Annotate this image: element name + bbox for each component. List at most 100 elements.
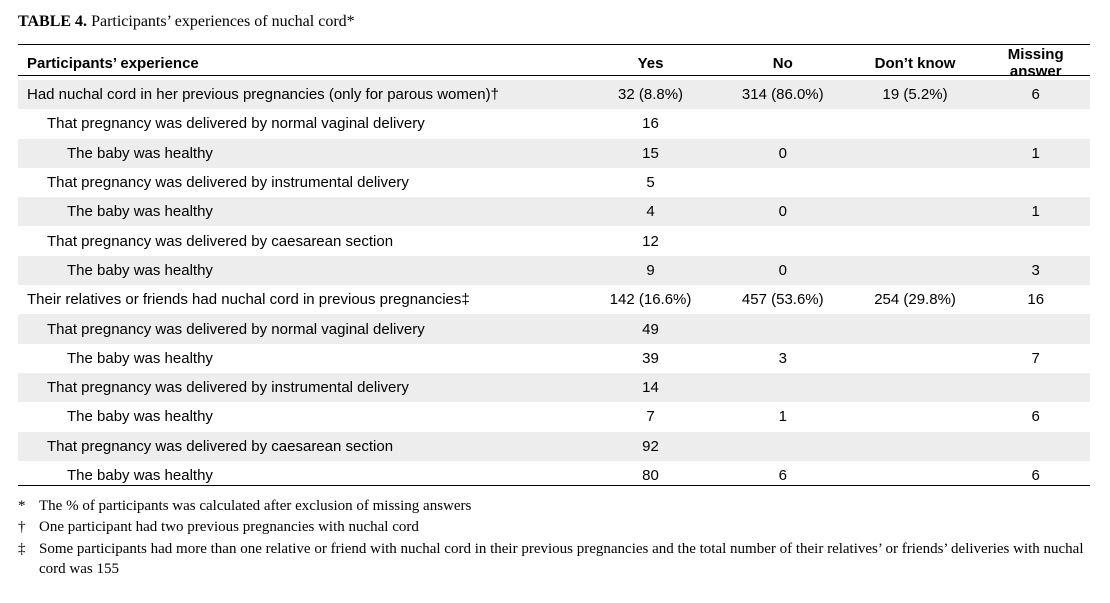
row-label: That pregnancy was delivered by caesarea… — [18, 431, 585, 461]
yes-cell: 15 — [584, 138, 717, 168]
yes-cell: 80 — [642, 467, 659, 484]
yes-cell: 4 — [584, 197, 717, 227]
missing-cell: 1 — [981, 138, 1090, 168]
table-row: That pregnancy was delivered by normal v… — [18, 109, 1090, 138]
no-cell — [717, 109, 849, 138]
footnote-symbol: † — [18, 519, 26, 535]
row-label: That pregnancy was delivered by normal v… — [47, 115, 425, 133]
dont-know-cell — [848, 255, 982, 286]
table-row: That pregnancy was delivered by caesarea… — [18, 431, 1090, 461]
row-label: That pregnancy was delivered by normal v… — [18, 314, 585, 344]
missing-cell — [981, 109, 1090, 138]
missing-cell: 3 — [981, 255, 1090, 286]
yes-cell: 92 — [584, 431, 717, 461]
table-row: That pregnancy was delivered by normal v… — [18, 314, 1090, 344]
table-row: That pregnancy was delivered by instrume… — [18, 168, 1090, 197]
yes-cell: 14 — [584, 372, 717, 403]
dont-know-cell — [848, 431, 982, 461]
dont-know-cell: 19 (5.2%) — [848, 80, 982, 110]
missing-cell: 16 — [1027, 291, 1045, 309]
table-number: TABLE 4. — [18, 13, 88, 30]
experience-table: Participants’ experience Yes No Don’t kn… — [18, 46, 1090, 490]
table-title: TABLE 4. Participants’ experiences of nu… — [18, 13, 355, 31]
yes-cell: 39 — [642, 349, 659, 367]
row-label: Had nuchal cord in her previous pregnanc… — [18, 80, 585, 110]
dont-know-cell — [848, 314, 982, 344]
row-label: The baby was healthy — [67, 408, 213, 426]
yes-cell: 9 — [584, 255, 717, 286]
no-cell: 0 — [716, 138, 849, 168]
no-cell — [716, 314, 849, 344]
table-row: Had nuchal cord in her previous pregnanc… — [18, 80, 1090, 110]
header-yes: Yes — [637, 54, 664, 72]
no-cell: 314 (86.0%) — [716, 80, 849, 110]
yes-cell: 12 — [642, 232, 659, 250]
bottom-rule — [18, 485, 1090, 486]
dont-know-cell — [849, 109, 982, 138]
yes-cell: 5 — [646, 174, 655, 192]
no-cell — [716, 431, 849, 461]
row-label: The baby was healthy — [18, 255, 585, 286]
missing-cell: 1 — [981, 197, 1090, 227]
missing-cell: 6 — [981, 80, 1090, 110]
missing-cell — [981, 431, 1090, 461]
footnote-symbol: ‡ — [18, 541, 26, 557]
yes-cell: 16 — [642, 115, 659, 133]
table-row: The baby was healthy 7 1 6 — [18, 402, 1090, 431]
header-row: Participants’ experience Yes No Don’t kn… — [18, 46, 1090, 80]
table-row: The baby was healthy 9 0 3 — [18, 255, 1090, 286]
yes-cell: 142 (16.6%) — [609, 291, 692, 309]
no-cell — [717, 226, 849, 255]
dont-know-cell — [849, 168, 982, 197]
footnote-asterisk: * The % of participants was calculated a… — [18, 496, 1088, 516]
footnote-text: Some participants had more than one rela… — [39, 541, 1084, 577]
footnote-dagger: † One participant had two previous pregn… — [18, 517, 1088, 537]
table-row: Their relatives or friends had nuchal co… — [18, 285, 1090, 314]
missing-cell — [981, 372, 1090, 403]
no-cell — [716, 372, 849, 403]
dont-know-cell — [848, 197, 982, 227]
dont-know-cell: 254 (29.8%) — [874, 291, 956, 309]
row-label: The baby was healthy — [18, 197, 585, 227]
missing-cell: 6 — [1031, 408, 1040, 426]
no-cell: 6 — [778, 467, 787, 484]
yes-cell: 49 — [584, 314, 717, 344]
yes-cell: 7 — [646, 408, 655, 426]
row-label: The baby was healthy — [18, 138, 585, 168]
table-row: The baby was healthy 15 0 1 — [18, 138, 1090, 168]
top-rule — [18, 44, 1090, 45]
no-cell: 0 — [716, 197, 849, 227]
row-label: Their relatives or friends had nuchal co… — [27, 291, 470, 309]
no-cell: 0 — [716, 255, 849, 286]
header-no: No — [772, 54, 793, 72]
dont-know-cell — [848, 372, 982, 403]
no-cell — [717, 168, 849, 197]
header-experience: Participants’ experience — [27, 54, 199, 72]
footnote-text: One participant had two previous pregnan… — [39, 519, 419, 535]
table-caption: Participants’ experiences of nuchal cord… — [91, 13, 355, 30]
dont-know-cell — [849, 226, 982, 255]
table-row: The baby was healthy 4 0 1 — [18, 197, 1090, 227]
missing-cell — [981, 314, 1090, 344]
yes-cell: 32 (8.8%) — [584, 80, 717, 110]
table-row: That pregnancy was delivered by instrume… — [18, 372, 1090, 403]
dont-know-cell — [849, 344, 982, 373]
footnote-symbol: * — [18, 498, 26, 514]
missing-cell: 7 — [1031, 349, 1040, 367]
table-row: That pregnancy was delivered by caesarea… — [18, 226, 1090, 255]
table-row: The baby was healthy 39 3 7 — [18, 344, 1090, 373]
no-cell: 1 — [778, 408, 787, 426]
row-label: The baby was healthy — [67, 349, 213, 367]
footnote-double-dagger: ‡ Some participants had more than one re… — [18, 539, 1088, 579]
dont-know-cell — [849, 402, 982, 431]
no-cell: 457 (53.6%) — [741, 291, 824, 309]
header-rule — [18, 75, 1090, 76]
header-missing: Missing answer — [1007, 46, 1064, 80]
table-row: The baby was healthy 80 6 6 — [18, 461, 1090, 490]
dont-know-cell — [848, 138, 982, 168]
row-label: The baby was healthy — [67, 467, 213, 484]
header-dont-know: Don’t know — [874, 54, 956, 72]
row-label: That pregnancy was delivered by instrume… — [47, 174, 409, 192]
missing-cell — [981, 226, 1090, 255]
missing-cell — [981, 168, 1090, 197]
